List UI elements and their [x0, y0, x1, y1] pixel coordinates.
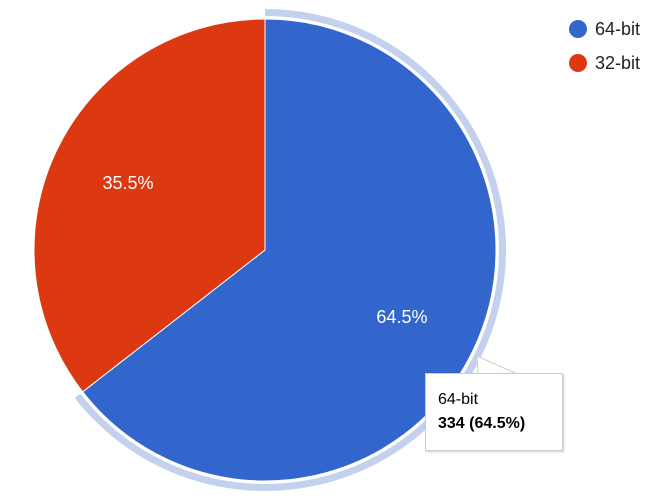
- legend-marker: [569, 20, 587, 38]
- tooltip-title: 64-bit: [438, 391, 479, 408]
- tooltip-value: 334 (64.5%): [438, 415, 526, 432]
- pie-slice-64-bit[interactable]: [81, 18, 497, 482]
- legend-label[interactable]: 32-bit: [595, 53, 640, 73]
- legend-marker: [569, 54, 587, 72]
- pie-slice-32-bit[interactable]: [33, 18, 266, 393]
- slice-label: 64.5%: [376, 307, 427, 327]
- tooltip-pointer: [476, 355, 516, 374]
- tooltip: 64-bit 334 (64.5%): [425, 373, 563, 451]
- legend-label[interactable]: 64-bit: [595, 19, 640, 39]
- slice-label: 35.5%: [103, 173, 154, 193]
